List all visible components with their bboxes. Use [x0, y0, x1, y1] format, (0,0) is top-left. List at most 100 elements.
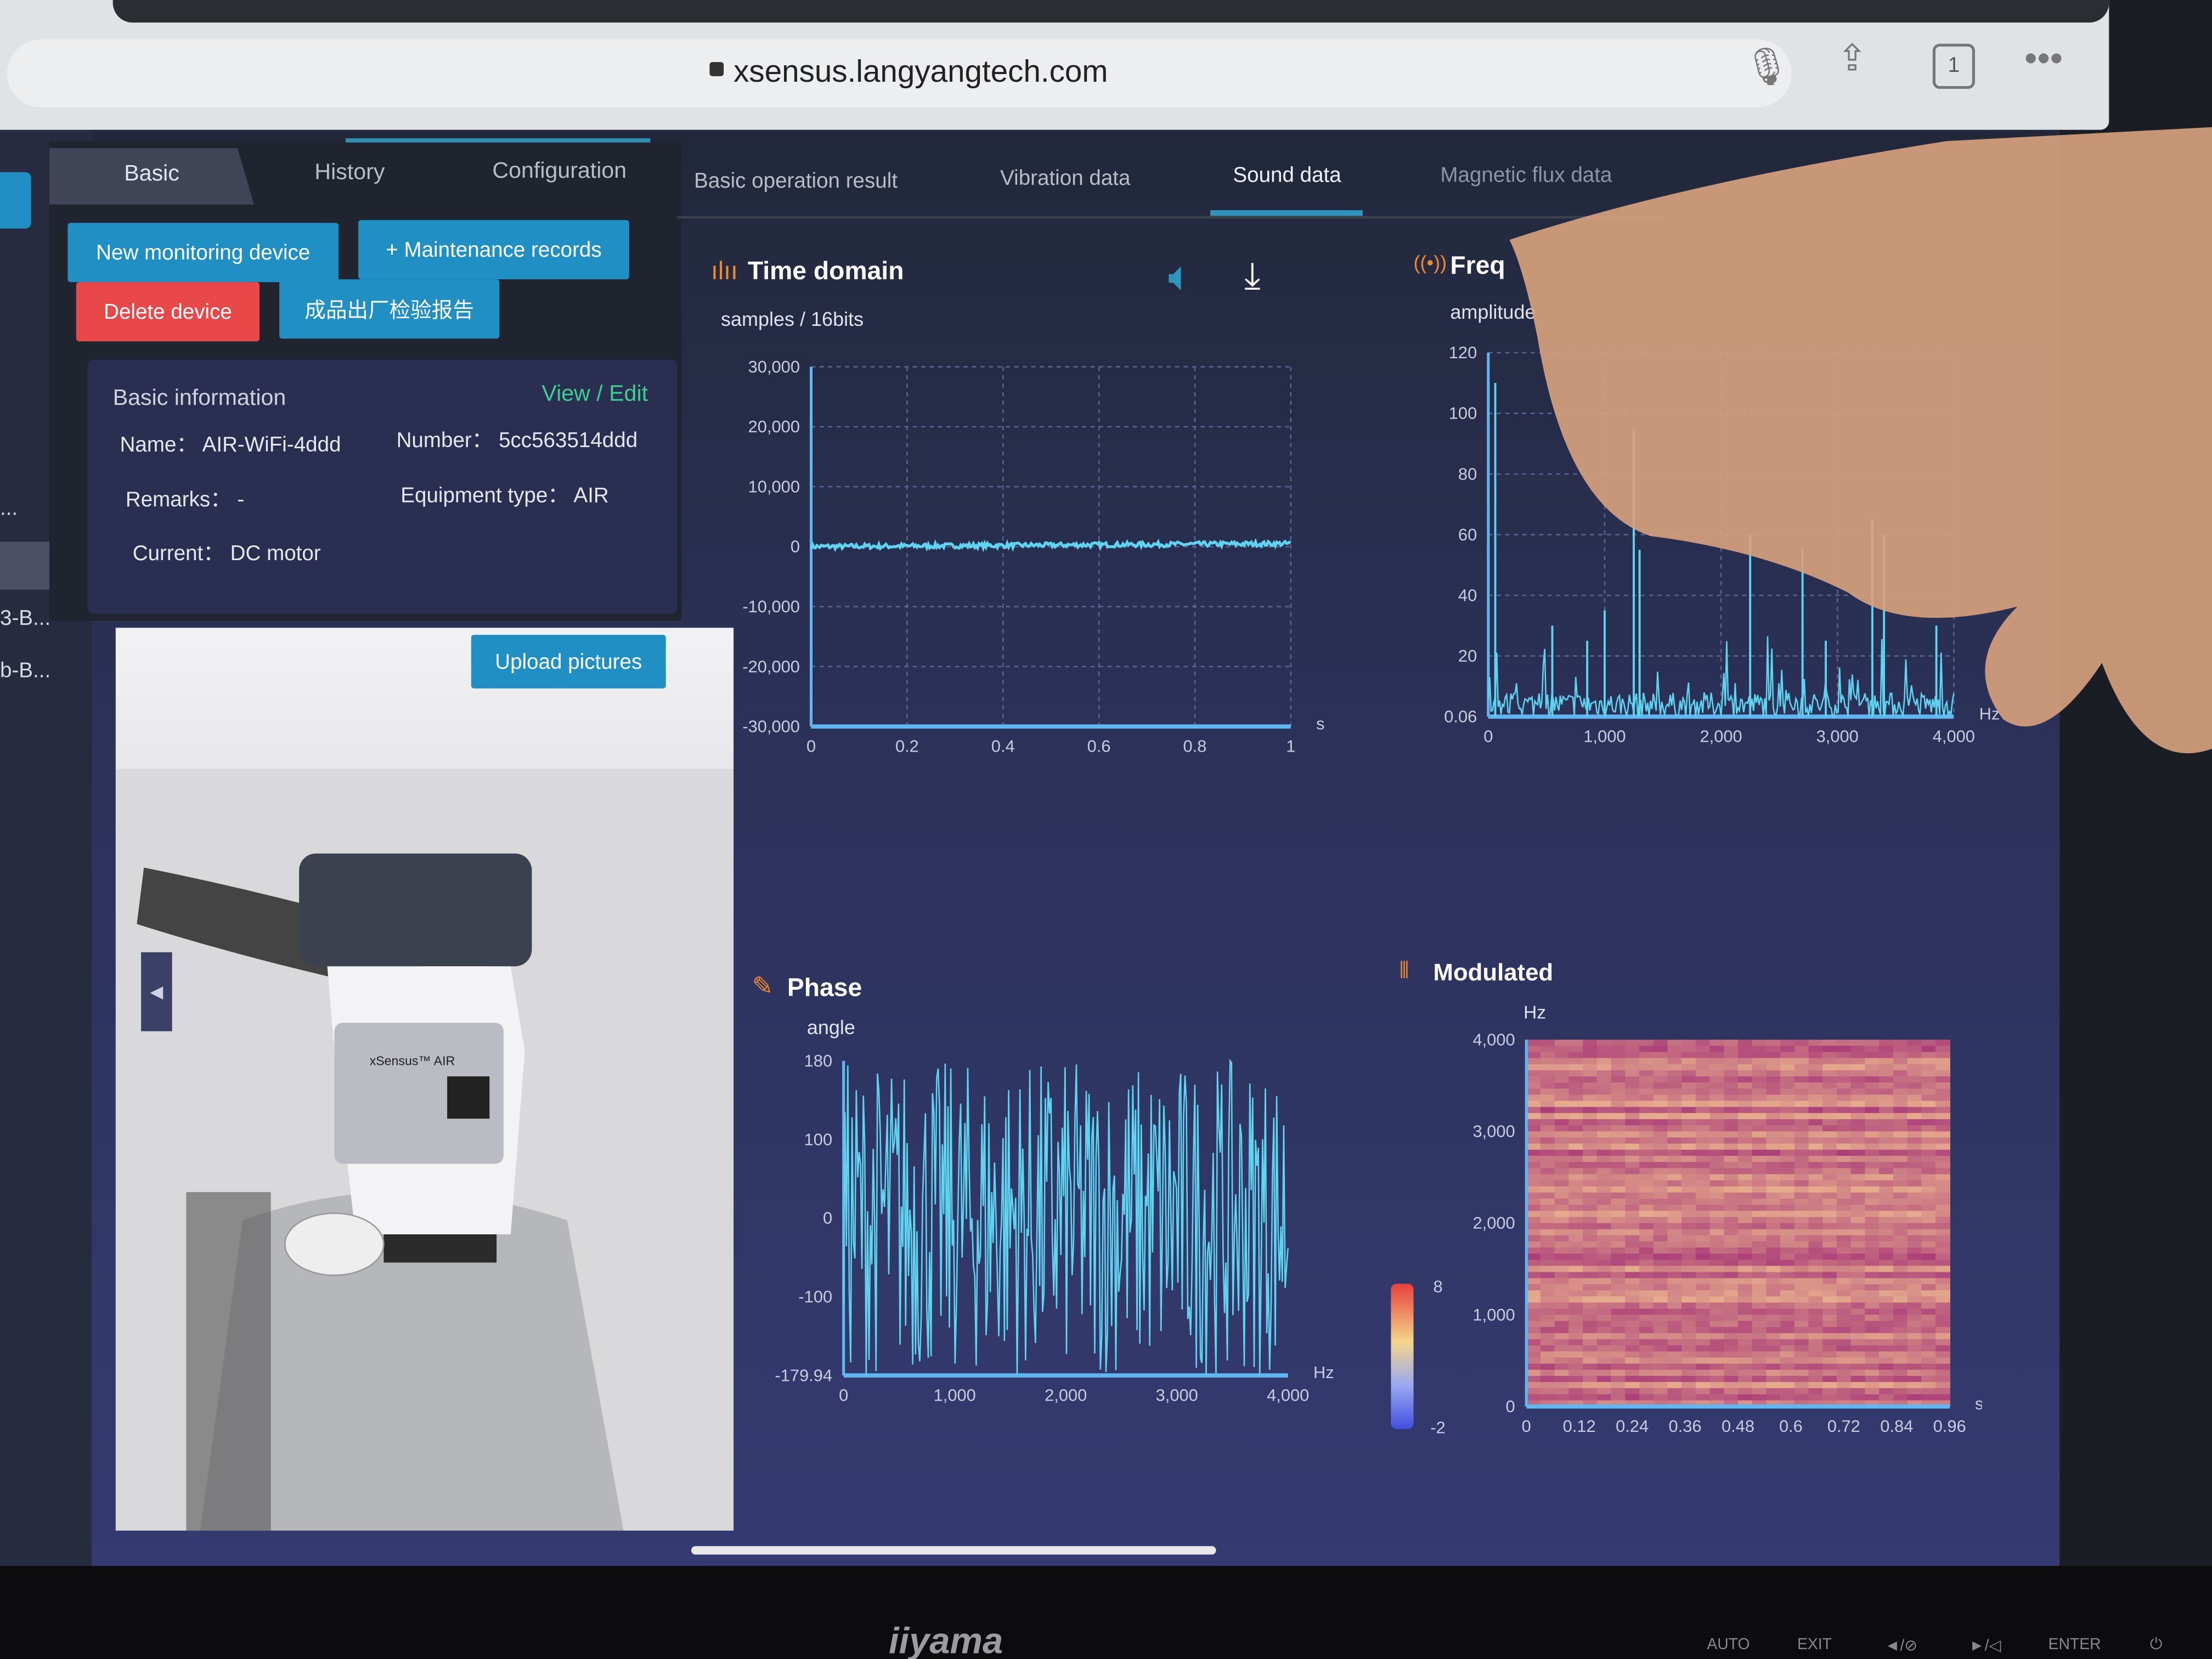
heatmap-cell	[1583, 1254, 1598, 1261]
address-bar[interactable]	[7, 39, 1792, 108]
heatmap-cell	[1766, 1229, 1781, 1236]
heatmap-cell	[1865, 1394, 1880, 1401]
heatmap-cell	[1625, 1217, 1640, 1224]
heatmap-cell	[1766, 1369, 1781, 1377]
tab-history[interactable]: History	[314, 161, 385, 185]
heatmap-cell	[1893, 1094, 1908, 1102]
monitor-right-button[interactable]: ►/◁	[1969, 1638, 2001, 1655]
heatmap-cell	[1921, 1229, 1937, 1236]
heatmap-cell	[1667, 1327, 1683, 1334]
upload-pictures-button[interactable]: Upload pictures	[471, 635, 666, 689]
more-icon[interactable]: •••	[2024, 36, 2063, 79]
heatmap-cell	[1907, 1333, 1922, 1340]
tab-basic-operation-result[interactable]: Basic operation result	[694, 169, 898, 194]
heatmap-cell	[1794, 1211, 1809, 1218]
tab-vibration-data[interactable]: Vibration data	[1000, 166, 1131, 191]
heatmap-cell	[1808, 1052, 1824, 1059]
tab-magnetic-flux-data[interactable]: Magnetic flux data	[1440, 163, 1612, 188]
heatmap-cell	[1752, 1229, 1767, 1236]
heatmap-cell	[1921, 1345, 1937, 1352]
y-tick-label: 180	[804, 1051, 832, 1070]
heatmap-cell	[1935, 1101, 1950, 1108]
motor-housing	[200, 1192, 624, 1531]
heatmap-cell	[1724, 1241, 1739, 1249]
sidebar-item[interactable]: b-B...	[0, 658, 51, 683]
heatmap-cell	[1822, 1107, 1838, 1114]
heatmap-cell	[1879, 1040, 1894, 1047]
heatmap-cell	[1935, 1131, 1950, 1138]
monitor-left-button[interactable]: ◄/⊘	[1884, 1638, 1917, 1655]
heatmap-cell	[1794, 1131, 1809, 1138]
delete-device-button[interactable]: Delete device	[76, 282, 260, 342]
heatmap-cell	[1611, 1235, 1626, 1243]
heatmap-cell	[1653, 1174, 1668, 1181]
heatmap-cell	[1625, 1357, 1640, 1364]
heatmap-cell	[1667, 1290, 1683, 1297]
y-tick-label: 4,000	[1472, 1030, 1515, 1049]
heatmap-cell	[1752, 1314, 1767, 1322]
sidebar-item[interactable]: 3-B...	[0, 606, 51, 631]
heatmap-cell	[1850, 1394, 1866, 1401]
heatmap-cell	[1596, 1235, 1612, 1243]
heatmap-cell	[1865, 1247, 1880, 1255]
heatmap-cell	[1822, 1375, 1838, 1383]
heatmap-cell	[1596, 1161, 1612, 1169]
heatmap-cell	[1653, 1308, 1668, 1316]
heatmap-cell	[1836, 1357, 1852, 1364]
heatmap-cell	[1893, 1345, 1908, 1352]
home-indicator[interactable]	[691, 1546, 1216, 1555]
heatmap-cell	[1724, 1260, 1739, 1267]
maintenance-records-button[interactable]: + Maintenance records	[358, 220, 629, 280]
heatmap-cell	[1907, 1180, 1922, 1187]
view-edit-link[interactable]: View / Edit	[541, 382, 648, 407]
share-icon[interactable]: ⇪	[1836, 36, 1868, 79]
heatmap-cell	[1935, 1040, 1950, 1047]
heatmap-cell	[1681, 1266, 1697, 1273]
heatmap-cell	[1879, 1082, 1894, 1090]
heatmap-cell	[1611, 1369, 1626, 1377]
heatmap-cell	[1780, 1284, 1796, 1291]
monitor-exit-button[interactable]: EXIT	[1797, 1636, 1832, 1654]
heatmap-cell	[1554, 1223, 1570, 1230]
heatmap-cell	[1893, 1351, 1908, 1358]
heatmap-cell	[1554, 1321, 1570, 1328]
tab-sound-data[interactable]: Sound data	[1233, 163, 1341, 188]
url-text[interactable]: xsensus.langyangtech.com	[733, 53, 1108, 89]
heatmap-cell	[1836, 1217, 1852, 1224]
heatmap-cell	[1625, 1186, 1640, 1193]
x-tick-label: 0.48	[1722, 1417, 1754, 1436]
microphone-icon[interactable]: 🎙	[1743, 45, 1791, 88]
inspection-report-button[interactable]: 成品出厂检验报告	[279, 279, 500, 339]
heatmap-cell	[1583, 1094, 1598, 1102]
tabs-button[interactable]: 1	[1932, 43, 1975, 89]
tab-basic[interactable]: Basic	[124, 162, 179, 187]
heatmap-cell	[1639, 1351, 1654, 1358]
heatmap-cell	[1752, 1247, 1767, 1255]
tab-configuration[interactable]: Configuration	[492, 159, 627, 184]
download-icon[interactable]: ⤓	[1244, 253, 1261, 296]
heatmap-cell	[1737, 1223, 1753, 1230]
collapse-panel-button[interactable]: ◀	[141, 952, 172, 1031]
monitor-power-button[interactable]: ⏻	[2149, 1636, 2163, 1654]
heatmap-cell	[1667, 1192, 1683, 1200]
heatmap-cell	[1554, 1070, 1570, 1077]
new-monitoring-device-button[interactable]: New monitoring device	[67, 223, 339, 283]
speaker-icon[interactable]: 🔈︎	[1168, 253, 1194, 301]
heatmap-cell	[1526, 1229, 1542, 1236]
heatmap-cell	[1695, 1082, 1711, 1090]
heatmap-cell	[1780, 1260, 1796, 1267]
heatmap-cell	[1766, 1375, 1781, 1383]
monitor-enter-button[interactable]: ENTER	[2048, 1636, 2101, 1654]
heatmap-cell	[1695, 1302, 1711, 1310]
heatmap-cell	[1583, 1070, 1598, 1077]
heatmap-cell	[1583, 1235, 1598, 1243]
heatmap-cell	[1653, 1369, 1668, 1377]
sidebar-item[interactable]: ...	[0, 496, 18, 521]
monitor-auto-button[interactable]: AUTO	[1707, 1636, 1750, 1654]
sidebar-toggle-button[interactable]	[0, 172, 31, 229]
heatmap-cell	[1611, 1260, 1626, 1267]
heatmap-cell	[1737, 1247, 1753, 1255]
heatmap-cell	[1681, 1394, 1697, 1401]
heatmap-cell	[1709, 1046, 1725, 1053]
heatmap-cell	[1893, 1327, 1908, 1334]
